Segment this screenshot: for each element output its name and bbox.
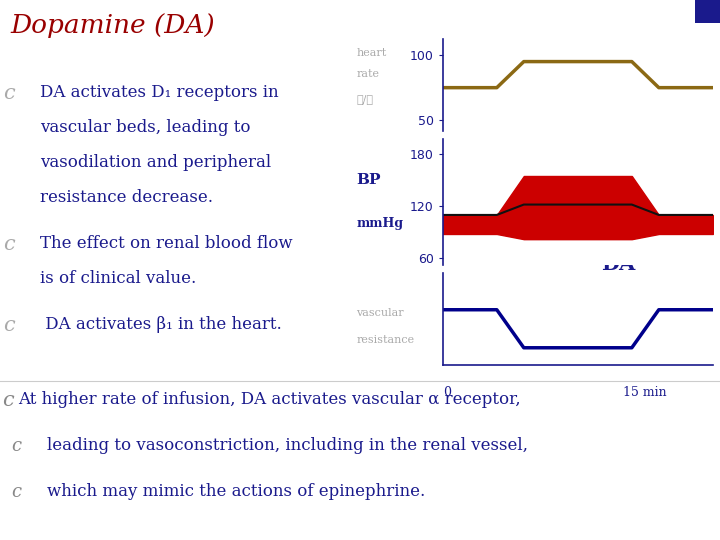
Text: The effect on renal blood flow: The effect on renal blood flow <box>40 235 292 252</box>
Text: resistance: resistance <box>356 335 415 346</box>
Text: is of clinical value.: is of clinical value. <box>40 270 196 287</box>
Text: DA activates β₁ in the heart.: DA activates β₁ in the heart. <box>40 316 282 333</box>
Text: rate: rate <box>356 69 379 79</box>
FancyBboxPatch shape <box>695 0 720 23</box>
Text: At higher rate of infusion, DA activates vascular α receptor,: At higher rate of infusion, DA activates… <box>18 392 521 408</box>
Text: mmHg: mmHg <box>356 217 403 230</box>
Text: Dopamine (DA): Dopamine (DA) <box>11 14 215 38</box>
Text: c: c <box>11 483 21 501</box>
Text: c: c <box>4 235 15 254</box>
Text: vascular: vascular <box>356 308 404 319</box>
Text: c: c <box>11 437 21 455</box>
Text: 次/分: 次/分 <box>356 93 374 104</box>
Text: c: c <box>2 392 14 410</box>
Text: DA activates D₁ receptors in: DA activates D₁ receptors in <box>40 84 278 100</box>
Text: which may mimic the actions of epinephrine.: which may mimic the actions of epinephri… <box>47 483 425 500</box>
Text: resistance decrease.: resistance decrease. <box>40 189 212 206</box>
Text: 0: 0 <box>443 386 451 399</box>
Text: leading to vasoconstriction, including in the renal vessel,: leading to vasoconstriction, including i… <box>47 437 528 454</box>
Text: c: c <box>4 316 15 335</box>
Text: vascular beds, leading to: vascular beds, leading to <box>40 119 250 136</box>
Text: 15 min: 15 min <box>624 386 667 399</box>
Text: heart: heart <box>356 48 387 58</box>
Text: BP: BP <box>356 173 381 187</box>
Text: vasodilation and peripheral: vasodilation and peripheral <box>40 154 271 171</box>
Text: c: c <box>4 84 15 103</box>
Text: DA: DA <box>601 254 636 274</box>
